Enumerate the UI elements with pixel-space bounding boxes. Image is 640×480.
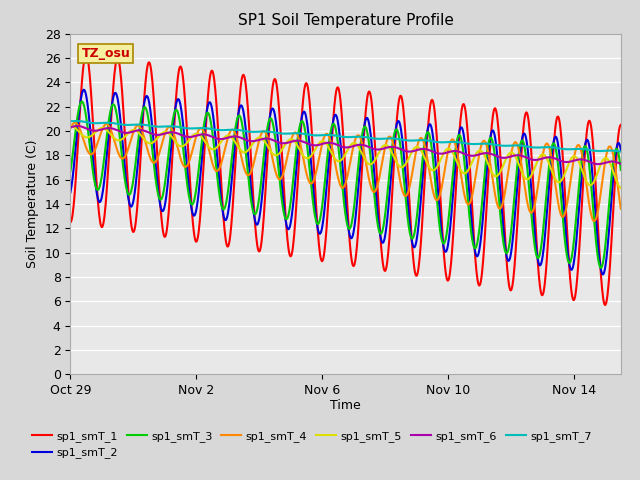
sp1_smT_2 <box>80 87 88 93</box>
Line: sp1_smT_5: sp1_smT_5 <box>70 126 621 188</box>
sp1_smT_2 <box>67 190 74 195</box>
Text: TZ_osu: TZ_osu <box>81 47 130 60</box>
sp1_smT_7 <box>496 143 504 148</box>
sp1_smT_4 <box>310 178 317 184</box>
Line: sp1_smT_7: sp1_smT_7 <box>70 121 621 152</box>
sp1_smT_7 <box>67 119 74 124</box>
sp1_smT_5 <box>506 150 514 156</box>
Line: sp1_smT_1: sp1_smT_1 <box>70 54 621 305</box>
sp1_smT_5 <box>617 185 625 191</box>
sp1_smT_6 <box>67 124 74 130</box>
sp1_smT_4 <box>496 205 504 211</box>
sp1_smT_1 <box>496 149 504 155</box>
sp1_smT_2 <box>124 187 131 193</box>
sp1_smT_1 <box>124 171 131 177</box>
sp1_smT_3 <box>310 202 317 208</box>
sp1_smT_6 <box>506 154 514 160</box>
sp1_smT_7 <box>290 131 298 136</box>
sp1_smT_3 <box>67 168 74 174</box>
sp1_smT_1 <box>617 122 625 128</box>
sp1_smT_1 <box>602 302 609 308</box>
sp1_smT_5 <box>124 132 131 137</box>
sp1_smT_4 <box>617 206 625 212</box>
sp1_smT_1 <box>67 219 74 225</box>
sp1_smT_6 <box>310 143 317 148</box>
sp1_smT_2 <box>506 255 514 261</box>
sp1_smT_5 <box>496 169 504 175</box>
sp1_smT_2 <box>496 187 504 192</box>
sp1_smT_3 <box>124 189 131 194</box>
sp1_smT_3 <box>496 210 504 216</box>
sp1_smT_3 <box>506 237 514 242</box>
sp1_smT_6 <box>496 155 504 160</box>
sp1_smT_2 <box>310 187 317 193</box>
sp1_smT_5 <box>67 123 74 129</box>
sp1_smT_6 <box>124 130 131 136</box>
sp1_smT_3 <box>290 174 298 180</box>
Line: sp1_smT_6: sp1_smT_6 <box>70 126 621 164</box>
sp1_smT_5 <box>67 123 75 129</box>
sp1_smT_4 <box>71 120 79 126</box>
sp1_smT_3 <box>445 213 452 219</box>
Line: sp1_smT_2: sp1_smT_2 <box>70 90 621 275</box>
sp1_smT_4 <box>290 131 298 137</box>
sp1_smT_4 <box>445 144 452 150</box>
sp1_smT_7 <box>72 118 80 124</box>
sp1_smT_4 <box>124 149 131 155</box>
sp1_smT_2 <box>599 272 607 277</box>
Line: sp1_smT_3: sp1_smT_3 <box>70 102 621 268</box>
sp1_smT_1 <box>445 276 452 282</box>
sp1_smT_4 <box>67 126 74 132</box>
sp1_smT_7 <box>124 122 131 128</box>
sp1_smT_1 <box>310 156 317 161</box>
sp1_smT_1 <box>82 51 90 57</box>
Legend: sp1_smT_1, sp1_smT_2, sp1_smT_3, sp1_smT_4, sp1_smT_5, sp1_smT_6, sp1_smT_7: sp1_smT_1, sp1_smT_2, sp1_smT_3, sp1_smT… <box>32 431 591 458</box>
X-axis label: Time: Time <box>330 398 361 411</box>
sp1_smT_5 <box>445 146 452 152</box>
Y-axis label: Soil Temperature (C): Soil Temperature (C) <box>26 140 39 268</box>
sp1_smT_5 <box>290 137 298 143</box>
sp1_smT_6 <box>595 161 602 167</box>
sp1_smT_2 <box>617 147 625 153</box>
sp1_smT_6 <box>290 138 298 144</box>
sp1_smT_6 <box>617 161 625 167</box>
sp1_smT_4 <box>591 218 598 224</box>
sp1_smT_7 <box>445 139 452 145</box>
Title: SP1 Soil Temperature Profile: SP1 Soil Temperature Profile <box>237 13 454 28</box>
sp1_smT_7 <box>617 149 625 155</box>
sp1_smT_7 <box>506 143 514 148</box>
sp1_smT_7 <box>310 132 317 138</box>
sp1_smT_3 <box>617 167 625 173</box>
Line: sp1_smT_4: sp1_smT_4 <box>70 123 621 221</box>
sp1_smT_1 <box>506 287 514 292</box>
sp1_smT_3 <box>78 99 86 105</box>
sp1_smT_6 <box>74 123 81 129</box>
sp1_smT_3 <box>597 265 605 271</box>
sp1_smT_4 <box>506 157 514 163</box>
sp1_smT_2 <box>290 197 298 203</box>
sp1_smT_2 <box>445 236 452 241</box>
sp1_smT_6 <box>445 149 452 155</box>
sp1_smT_1 <box>290 239 298 245</box>
sp1_smT_5 <box>310 150 317 156</box>
